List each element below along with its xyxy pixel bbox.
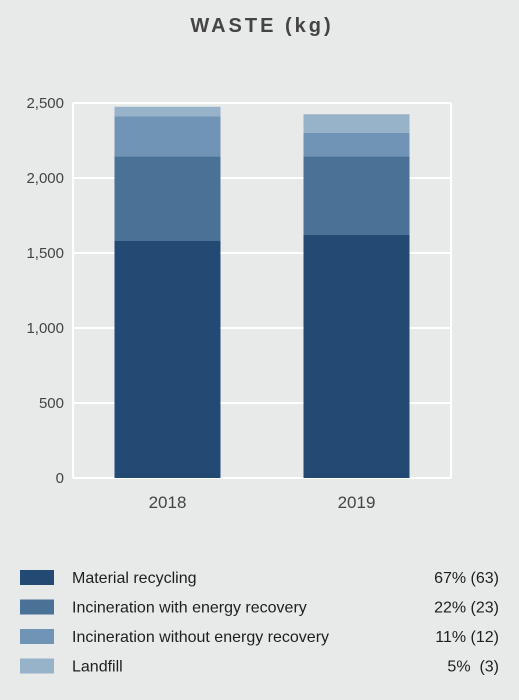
bar-segment <box>303 114 410 133</box>
chart-title: WASTE (kg) <box>190 15 333 37</box>
bar-segment <box>303 133 410 157</box>
bar-segment <box>303 156 410 235</box>
legend-share: 67% (63) <box>434 570 499 587</box>
legend-swatch <box>20 629 54 644</box>
legend-swatch <box>20 599 54 615</box>
legend: Material recycling 67% (63) Incineration w… <box>20 570 499 676</box>
legend-swatch <box>20 570 54 585</box>
bar-segment <box>114 156 221 241</box>
x-tick-label: 2019 <box>338 493 376 512</box>
y-tick-label: 500 <box>39 395 64 412</box>
y-tick-label: 1,000 <box>26 320 64 337</box>
legend-label: Material recycling <box>72 570 196 587</box>
bar-segment <box>114 116 221 157</box>
y-tick-label: 0 <box>56 470 64 487</box>
bar-segment <box>303 235 410 478</box>
legend-label: Landfill <box>72 659 123 676</box>
x-tick-label: 2018 <box>149 493 187 512</box>
bar-segment <box>114 106 221 117</box>
bars <box>114 106 410 478</box>
x-axis-tick-labels: 2018 2019 <box>149 493 376 512</box>
y-tick-label: 1,500 <box>26 245 64 262</box>
legend-label: Incineration with energy recovery <box>72 600 307 617</box>
legend-share: 11% (12) <box>435 629 499 646</box>
legend-label: Incineration without energy recovery <box>72 629 329 646</box>
y-tick-label: 2,000 <box>26 170 64 187</box>
legend-swatch <box>20 658 54 674</box>
legend-share: 5% (3) <box>447 659 499 676</box>
legend-share: 22% (23) <box>434 600 499 617</box>
y-tick-label: 2,500 <box>26 95 64 112</box>
bar-segment <box>114 241 221 478</box>
y-axis-tick-labels: 0 500 1,000 1,500 2,000 2,500 <box>26 95 64 487</box>
